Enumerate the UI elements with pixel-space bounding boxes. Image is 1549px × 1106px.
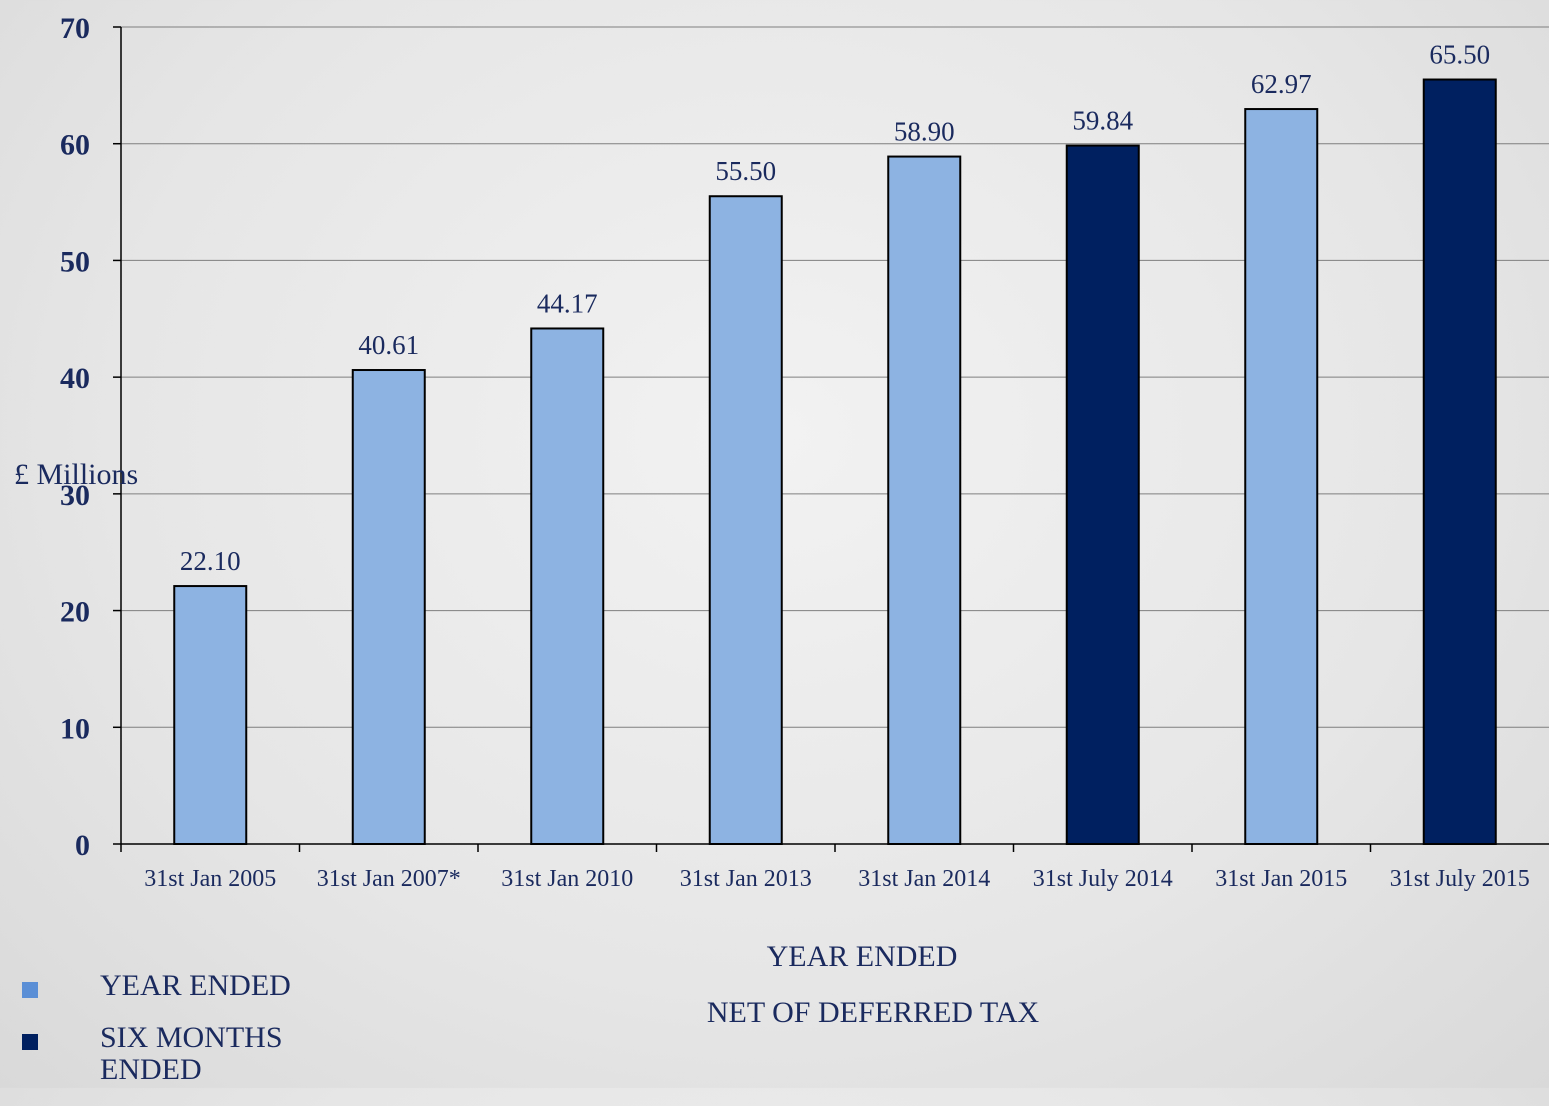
y-tick-label: 0: [75, 829, 90, 862]
bar: [1065, 144, 1140, 845]
legend-item-year-ended: YEAR ENDED: [22, 970, 342, 1002]
legend-label: YEAR ENDED: [100, 969, 291, 1002]
bar: [887, 155, 962, 845]
x-tick-label: 31st Jan 2010: [501, 866, 633, 892]
bar: [1244, 108, 1319, 845]
data-label: 44.17: [537, 288, 598, 318]
bar: [173, 585, 248, 845]
data-label: 62.97: [1251, 69, 1312, 99]
data-labels: 22.10 40.61 44.17 55.50 58.90 59.84 62.97 65.50: [180, 40, 1490, 577]
x-tick-label: 31st Jan 2015: [1215, 866, 1347, 892]
legend-swatch-year-ended: [22, 982, 38, 998]
data-label: 22.10: [180, 546, 241, 576]
data-label: 55.50: [715, 156, 776, 186]
x-axis-label: YEAR ENDED: [767, 940, 958, 973]
data-label: 58.90: [894, 117, 955, 147]
data-label: 40.61: [358, 330, 419, 360]
x-tick-label: 31st Jan 2014: [858, 866, 990, 892]
bars: [173, 78, 1497, 846]
y-tick-label: 50: [60, 245, 90, 278]
data-label: 59.84: [1072, 106, 1133, 136]
x-tick-label: 31st Jan 2013: [680, 866, 812, 892]
gridlines: [121, 26, 1549, 728]
y-tick-label: 30: [60, 479, 90, 512]
x-tick-label: 31st Jan 2005: [144, 866, 276, 892]
y-tick-label: 20: [60, 596, 90, 629]
x-tick-label: 31st Jan 2007*: [317, 866, 461, 892]
legend: YEAR ENDED SIX MONTHS ENDED: [22, 970, 342, 1106]
legend-item-six-months-ended: SIX MONTHS ENDED: [22, 1022, 342, 1086]
x-tick-label: 31st July 2015: [1390, 866, 1530, 892]
y-tick-label: 60: [60, 129, 90, 162]
bar: [708, 195, 783, 845]
legend-label: SIX MONTHS ENDED: [100, 1021, 283, 1086]
chart-subtitle: NET OF DEFERRED TAX: [707, 996, 1040, 1029]
y-axis-label: £ Millions: [14, 458, 138, 491]
y-tick-label: 10: [60, 712, 90, 745]
y-tick-label: 40: [60, 362, 90, 395]
bar: [1422, 78, 1497, 846]
x-tick-label: 31st July 2014: [1033, 866, 1173, 892]
bar: [351, 369, 426, 845]
bar: [530, 327, 605, 845]
y-axis-ticks: 0 10 20 30 40 50 60 70: [60, 12, 121, 862]
y-tick-label: 70: [60, 12, 90, 45]
legend-swatch-six-months-ended: [22, 1034, 38, 1050]
x-axis-ticks: 31st Jan 2005 31st Jan 2007* 31st Jan 2010…: [120, 844, 1530, 892]
data-label: 65.50: [1429, 40, 1490, 70]
